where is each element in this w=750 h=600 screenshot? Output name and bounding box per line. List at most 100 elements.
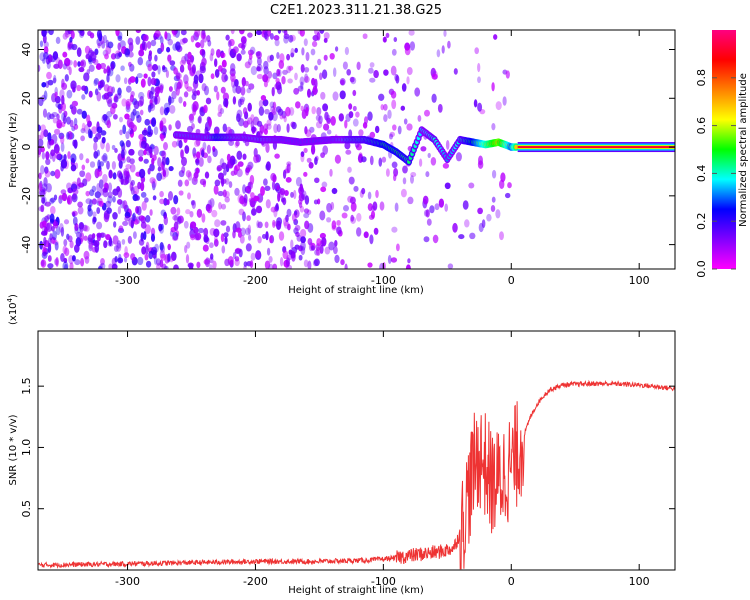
spectrogram-cell	[210, 73, 215, 80]
spectrogram-cell	[217, 190, 224, 197]
spectrogram-cell	[194, 30, 201, 38]
spectrogram-cell	[115, 30, 120, 37]
spectrogram-cell	[115, 242, 122, 252]
colorbar-label: Normalized spectral amplitude	[738, 73, 749, 227]
spectrogram-y-axis-label: Frequency (Hz)	[8, 112, 19, 188]
spectrogram-cell	[307, 260, 312, 269]
spectrogram-cell	[175, 120, 181, 130]
snr-background	[38, 331, 675, 570]
spectrogram-cell	[44, 170, 51, 178]
spectrogram-cell	[56, 153, 63, 161]
spectrogram-cell	[255, 250, 262, 261]
spectrogram-cell	[122, 124, 127, 135]
spectrogram-cell	[286, 123, 290, 133]
spectrogram-cell	[235, 140, 240, 147]
spectrogram-cell	[65, 30, 71, 35]
spectrogram-cell	[187, 51, 192, 60]
spectrogram-cell	[162, 169, 167, 177]
spectrogram-cell	[160, 223, 164, 230]
spectrogram-cell	[281, 75, 286, 85]
spectrogram-cell	[175, 41, 181, 51]
spectrogram-cell	[222, 123, 227, 133]
spectrogram-cell	[304, 126, 308, 135]
colorbar-tick-label: 0.2	[695, 212, 708, 230]
spectrogram-cell	[291, 213, 297, 222]
spectrogram-cell	[52, 51, 59, 61]
spectrogram-cell	[98, 179, 104, 189]
spectrogram-cell	[44, 201, 51, 207]
spectrogram-cell	[234, 164, 240, 172]
spectrogram-cell	[135, 110, 140, 119]
spectrogram-cell	[69, 240, 74, 249]
spectrogram-cell	[372, 201, 378, 211]
spectrogram-cell	[276, 84, 283, 95]
spectrogram-cell	[481, 219, 486, 228]
spectrogram-cell	[121, 98, 127, 107]
spectrogram-cell	[410, 172, 417, 178]
spectrogram-cell	[47, 139, 51, 150]
spectrogram-cell	[373, 70, 379, 79]
spectrogram-cell	[303, 212, 310, 219]
spectrogram-cell	[214, 235, 218, 243]
spectrogram-cell	[271, 180, 276, 191]
spectrogram-cell	[46, 71, 52, 80]
spectrogram-cell	[40, 165, 45, 175]
x-tick-label: -200	[243, 575, 268, 588]
spectrogram-cell	[106, 207, 112, 214]
spectrogram-cell	[303, 38, 308, 47]
spectrogram-cell	[123, 252, 130, 258]
spectrogram-cell	[53, 74, 57, 84]
spectrogram-cell	[316, 31, 321, 41]
spectrogram-cell	[101, 155, 108, 161]
spectrogram-cell	[291, 121, 297, 130]
spectrogram-cell	[163, 265, 169, 269]
spectrogram-cell	[436, 49, 441, 58]
spectrogram-cell	[227, 39, 232, 48]
spectrogram-cell	[203, 236, 210, 243]
spectrogram-cell	[49, 152, 53, 160]
spectrogram-cell	[220, 203, 227, 210]
spectrogram-cell	[385, 168, 390, 177]
spectrogram-cell	[255, 251, 261, 259]
spectrogram-cell	[66, 196, 71, 205]
spectrogram-cell	[203, 104, 208, 114]
spectrogram-cell	[70, 164, 77, 172]
spectrogram-cell	[426, 218, 432, 226]
spectrogram-cell	[129, 94, 134, 103]
spectrogram-cell	[248, 181, 253, 190]
spectrogram-cell	[140, 78, 146, 88]
spectrogram-cell	[76, 177, 81, 187]
spectrogram-cell	[154, 86, 161, 94]
spectrogram-cell	[103, 240, 108, 249]
spectrogram-cell	[135, 36, 141, 45]
spectrogram-cell	[196, 208, 203, 218]
spectrogram-cell	[491, 123, 496, 131]
spectrogram-cell	[323, 37, 328, 43]
spectrogram-cell	[271, 108, 277, 116]
spectrogram-cell	[277, 30, 282, 34]
snr-y-ticks: 0.5 1.0 1.5	[20, 377, 675, 517]
spectrogram-cell	[238, 30, 245, 35]
spectrogram-cell	[119, 140, 125, 147]
spectrogram-cell	[404, 46, 411, 56]
spectrogram-cell	[201, 49, 206, 59]
spectrogram-cell	[81, 110, 88, 119]
x-tick-label: -200	[243, 274, 268, 287]
spectrogram-cell	[117, 257, 124, 264]
spectrogram-cell	[93, 240, 100, 248]
spectrogram-cell	[303, 147, 308, 153]
spectrogram-cell	[198, 157, 204, 167]
spectrogram-cell	[300, 151, 305, 158]
spectrogram-cell	[348, 103, 353, 110]
spectrogram-cell	[425, 209, 430, 218]
spectrogram-cell	[249, 260, 254, 269]
spectrogram-cell	[499, 231, 504, 241]
spectrogram-cell	[224, 196, 230, 203]
spectrogram-cell	[96, 182, 101, 193]
spectrogram-cell	[137, 256, 144, 266]
spectrogram-cell	[102, 173, 108, 184]
spectrogram-cell	[167, 38, 174, 46]
spectrogram-cell	[201, 83, 207, 92]
spectrogram-cell	[187, 262, 194, 268]
spectrogram-cell	[375, 189, 379, 199]
